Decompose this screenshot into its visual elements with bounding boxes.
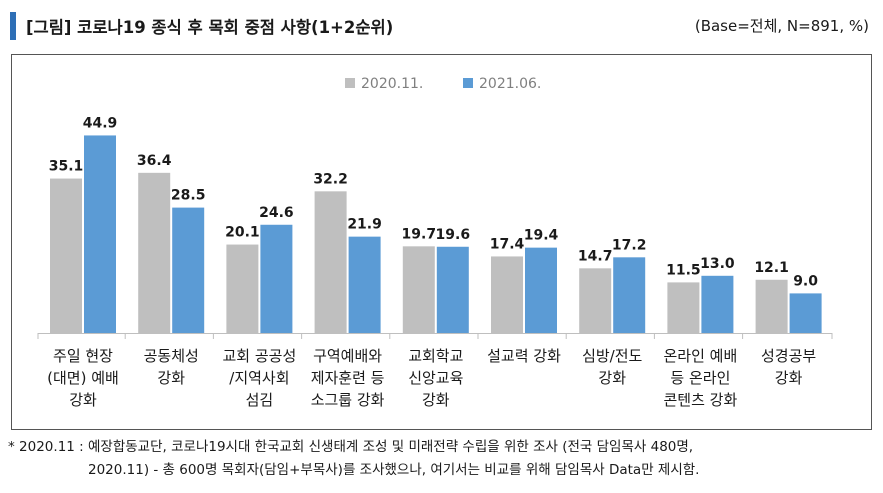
category-label-2-1: /지역사회 xyxy=(229,369,289,387)
data-label-0-5: 17.4 xyxy=(490,236,525,252)
data-label-1-4: 19.6 xyxy=(436,227,471,243)
category-label-6-1: 강화 xyxy=(598,369,626,387)
legend-swatch-0 xyxy=(345,78,355,88)
legend-label-0: 2020.11. xyxy=(361,76,423,92)
category-label-0-2: 강화 xyxy=(69,391,97,409)
data-label-0-1: 36.4 xyxy=(137,153,172,169)
category-label-2-0: 교회 공공성 xyxy=(223,347,297,365)
data-label-1-0: 44.9 xyxy=(83,115,118,131)
category-label-4-1: 신앙교육 xyxy=(408,369,463,387)
data-label-1-1: 28.5 xyxy=(171,188,206,204)
bar-1-2 xyxy=(260,224,293,333)
page-title: [그림] 코로나19 종식 후 목회 중점 사항(1+2순위) xyxy=(26,18,394,37)
category-label-7-0: 온라인 예배 xyxy=(664,347,738,365)
data-label-0-8: 12.1 xyxy=(754,260,789,276)
data-label-0-3: 32.2 xyxy=(313,171,348,187)
footnote: * 2020.11 : 예장합동교단, 코로나19시대 한국교회 신생태계 조성… xyxy=(8,436,878,482)
category-label-5-0: 설교력 강화 xyxy=(487,347,561,365)
bar-1-8 xyxy=(789,293,822,333)
bar-0-3 xyxy=(314,191,347,333)
category-label-7-1: 등 온라인 xyxy=(670,369,730,387)
category-label-0-1: (대면) 예배 xyxy=(47,369,119,387)
category-label-2-2: 섬김 xyxy=(246,391,274,409)
data-label-1-3: 21.9 xyxy=(347,217,382,233)
bar-0-0 xyxy=(50,178,82,333)
category-label-1-0: 공동체성 xyxy=(144,347,199,365)
legend-swatch-1 xyxy=(463,78,473,88)
footnote-line-1: * 2020.11 : 예장합동교단, 코로나19시대 한국교회 신생태계 조성… xyxy=(8,439,694,455)
bar-1-0 xyxy=(84,135,116,333)
data-label-1-7: 13.0 xyxy=(700,256,735,272)
bar-1-6 xyxy=(613,257,646,333)
bar-1-4 xyxy=(436,246,469,333)
bar-1-5 xyxy=(525,247,557,333)
category-label-4-2: 강화 xyxy=(422,391,450,409)
header: [그림] 코로나19 종식 후 목회 중점 사항(1+2순위) (Base=전체… xyxy=(0,0,883,50)
category-label-6-0: 심방/전도 xyxy=(582,347,642,365)
data-label-0-2: 20.1 xyxy=(225,225,260,241)
bar-0-5 xyxy=(491,256,523,333)
data-label-1-2: 24.6 xyxy=(259,205,294,221)
category-label-3-2: 소그룹 강화 xyxy=(311,391,385,409)
bar-0-1 xyxy=(138,172,171,333)
data-label-0-4: 19.7 xyxy=(402,226,437,242)
category-label-8-0: 성경공부 xyxy=(761,347,816,365)
data-label-1-8: 9.0 xyxy=(793,273,818,289)
data-label-0-6: 14.7 xyxy=(578,248,613,264)
data-label-1-6: 17.2 xyxy=(612,237,647,253)
footnote-line-2: 2020.11) - 총 600명 목회자(담임+부목사)를 조사했으나, 여기… xyxy=(88,462,700,478)
bar-0-7 xyxy=(667,282,700,333)
category-label-3-0: 구역예배와 xyxy=(313,347,382,365)
base-note: (Base=전체, N=891, %) xyxy=(694,17,869,35)
bar-1-1 xyxy=(172,207,205,333)
category-label-7-2: 콘텐츠 강화 xyxy=(664,391,738,409)
bar-0-8 xyxy=(755,279,788,333)
category-label-0-0: 주일 현장 xyxy=(53,347,113,365)
data-label-0-7: 11.5 xyxy=(666,262,701,278)
data-label-0-0: 35.1 xyxy=(49,159,84,175)
bar-1-3 xyxy=(348,236,381,333)
category-label-8-1: 강화 xyxy=(775,369,803,387)
bar-chart: 2020.11. 2021.06.35.144.9주일 현장(대면) 예배강화36… xyxy=(37,76,833,409)
title-accent-bar xyxy=(10,12,16,40)
bar-0-4 xyxy=(402,246,435,333)
data-label-1-5: 19.4 xyxy=(524,228,559,244)
bar-1-7 xyxy=(701,275,734,333)
bar-0-2 xyxy=(226,244,259,333)
legend-label-1: 2021.06. xyxy=(479,76,541,92)
bar-0-6 xyxy=(579,268,612,333)
category-label-3-1: 제자훈련 등 xyxy=(311,369,385,387)
category-label-4-0: 교회학교 xyxy=(408,347,463,365)
category-label-1-1: 강화 xyxy=(157,369,185,387)
